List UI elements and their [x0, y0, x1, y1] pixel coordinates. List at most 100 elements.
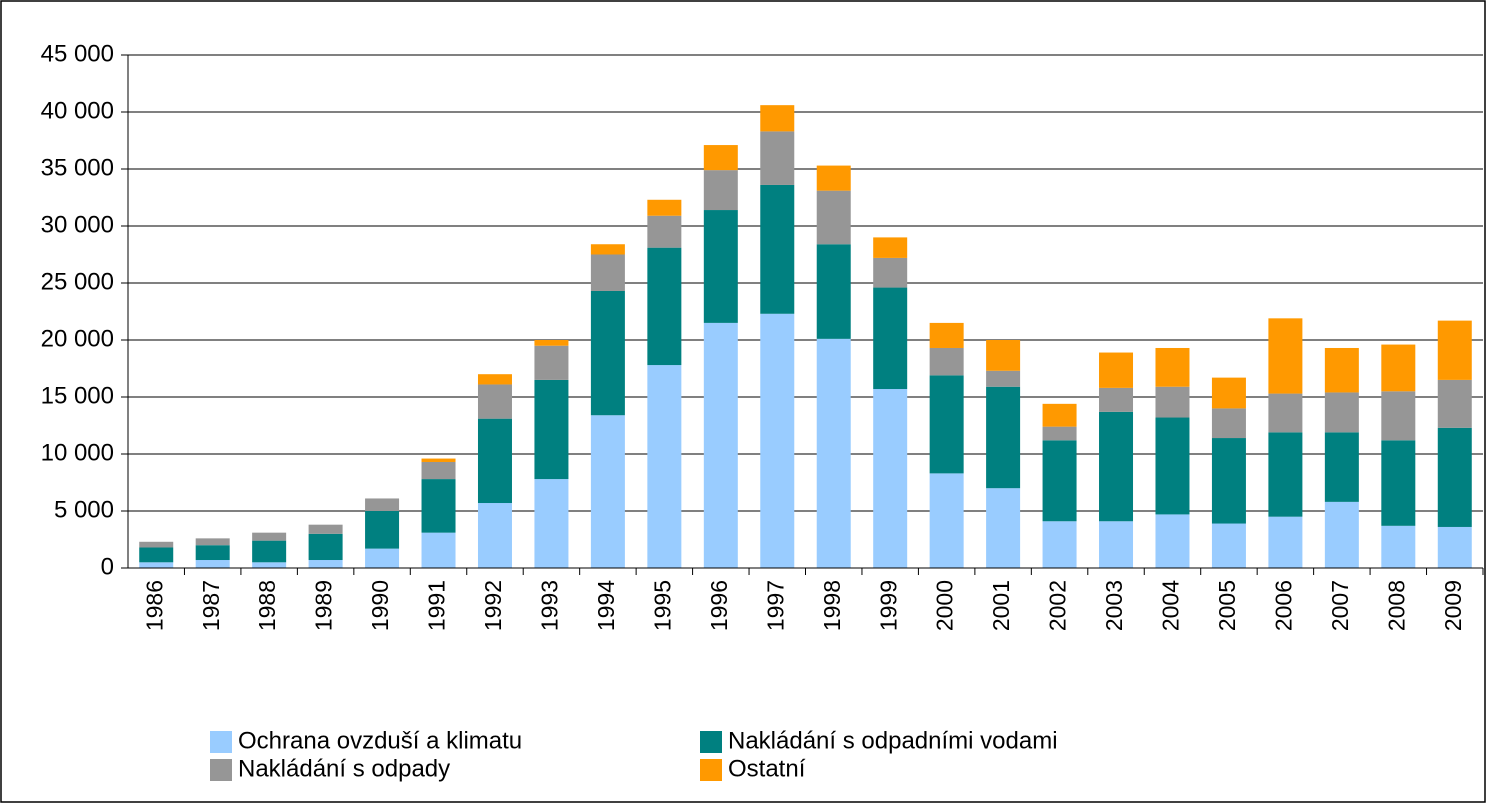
bar-segment: [308, 533, 343, 561]
x-tick-label: 2009: [1440, 580, 1466, 631]
bar-segment: [1099, 521, 1134, 568]
bar-segment: [986, 386, 1021, 489]
x-tick-label: 1987: [198, 580, 224, 631]
y-tick-label: 35 000: [41, 154, 114, 181]
legend-label: Nakládání s odpady: [238, 755, 450, 782]
bar-segment: [139, 547, 174, 563]
bar-segment: [703, 322, 738, 568]
bar-segment: [873, 287, 908, 390]
bar-segment: [1268, 432, 1303, 517]
x-tick-label: 1999: [875, 580, 901, 631]
bar-segment: [760, 184, 795, 314]
bar-segment: [760, 313, 795, 568]
y-tick-label: 45 000: [41, 40, 114, 67]
x-tick-label: 2005: [1214, 580, 1240, 631]
bar-segment: [1437, 427, 1472, 527]
bar-segment: [1437, 320, 1472, 380]
bar-segment: [139, 562, 174, 568]
bar-segment: [1099, 411, 1134, 522]
bar-segment: [1268, 318, 1303, 394]
bar-segment: [647, 215, 682, 248]
x-tick-label: 2006: [1270, 580, 1296, 631]
bar-segment: [421, 458, 456, 462]
x-tick-label: 1997: [762, 580, 788, 631]
x-tick-label: 1998: [819, 580, 845, 631]
bar-segment: [760, 105, 795, 132]
bar-segment: [703, 210, 738, 323]
bar-segment: [1381, 525, 1416, 568]
bar-segment: [1324, 347, 1359, 393]
bar-segment: [421, 532, 456, 568]
legend-swatch: [210, 759, 232, 781]
x-tick-label: 1992: [480, 580, 506, 631]
bar-segment: [252, 562, 287, 568]
bar-segment: [308, 560, 343, 568]
bar-segment: [308, 524, 343, 534]
bar-segment: [1211, 408, 1246, 439]
y-tick-label: 30 000: [41, 211, 114, 238]
bar-segment: [986, 370, 1021, 387]
bar-segment: [365, 548, 400, 568]
bar-segment: [195, 545, 230, 561]
bar-segment: [421, 479, 456, 533]
y-tick-label: 10 000: [41, 439, 114, 466]
bar-segment: [590, 290, 625, 416]
bar-segment: [252, 532, 287, 541]
bar-segment: [1211, 523, 1246, 568]
bar-segment: [873, 389, 908, 568]
bar-segment: [1042, 521, 1077, 568]
x-tick-label: 1993: [537, 580, 563, 631]
bar-segment: [1211, 377, 1246, 409]
legend-label: Nakládání s odpadními vodami: [728, 727, 1058, 754]
x-tick-label: 1991: [424, 580, 450, 631]
bar-segment: [1155, 347, 1190, 387]
y-tick-label: 20 000: [41, 325, 114, 352]
bar-segment: [477, 384, 512, 419]
x-tick-label: 2000: [932, 580, 958, 631]
bar-segment: [477, 418, 512, 504]
bar-segment: [1324, 432, 1359, 502]
x-tick-label: 1988: [254, 580, 280, 631]
x-tick-label: 2002: [1045, 580, 1071, 631]
bar-segment: [1099, 352, 1134, 388]
bar-segment: [195, 538, 230, 546]
legend-label: Ostatní: [728, 755, 806, 782]
bar-segment: [929, 473, 964, 568]
bar-segment: [873, 257, 908, 288]
bar-segment: [1211, 438, 1246, 524]
legend-swatch: [700, 731, 722, 753]
y-tick-label: 15 000: [41, 382, 114, 409]
bar-segment: [929, 375, 964, 474]
bar-segment: [1437, 526, 1472, 568]
x-tick-label: 1990: [367, 580, 393, 631]
bar-segment: [703, 145, 738, 171]
bar-segment: [929, 322, 964, 348]
bar-segment: [1324, 501, 1359, 568]
legend-swatch: [700, 759, 722, 781]
y-tick-label: 5 000: [54, 496, 114, 523]
x-tick-label: 1994: [593, 580, 619, 631]
bar-segment: [534, 379, 569, 480]
bar-segment: [873, 237, 908, 258]
x-tick-label: 2001: [988, 580, 1014, 631]
x-tick-label: 2003: [1101, 580, 1127, 631]
bar-segment: [1268, 393, 1303, 433]
bar-segment: [365, 498, 400, 511]
bar-segment: [1042, 403, 1077, 427]
bar-segment: [1381, 391, 1416, 441]
bar-segment: [1381, 440, 1416, 526]
bar-segment: [929, 347, 964, 376]
bar-segment: [1155, 514, 1190, 568]
x-tick-label: 2007: [1327, 580, 1353, 631]
bar-segment: [421, 461, 456, 480]
bar-segment: [1381, 344, 1416, 392]
bar-segment: [365, 511, 400, 549]
bar-segment: [534, 340, 569, 346]
x-tick-label: 1995: [649, 580, 675, 631]
bar-segment: [703, 170, 738, 211]
y-tick-label: 0: [101, 553, 114, 580]
bar-segment: [647, 365, 682, 568]
x-tick-label: 1989: [311, 580, 337, 631]
